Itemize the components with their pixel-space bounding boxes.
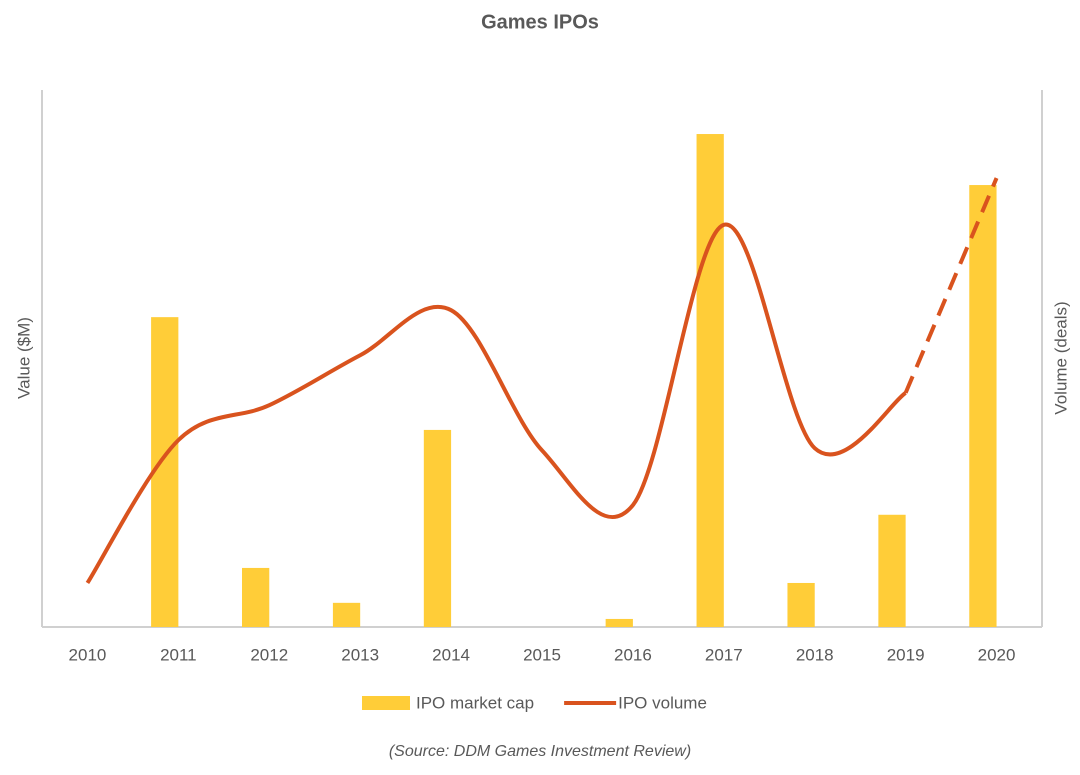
bar xyxy=(605,618,633,627)
y-axis-label: Value ($M) xyxy=(14,317,33,399)
bar xyxy=(423,429,452,627)
x-tick-label: 2017 xyxy=(705,645,743,664)
bar xyxy=(878,514,906,627)
bar xyxy=(969,185,997,627)
x-tick-label: 2018 xyxy=(796,645,834,664)
bar xyxy=(151,317,179,627)
x-tick-label: 2013 xyxy=(341,645,379,664)
line-projection xyxy=(903,177,999,394)
x-tick-label: 2012 xyxy=(250,645,288,664)
x-tick-label: 2016 xyxy=(614,645,652,664)
bar xyxy=(696,134,724,627)
x-tick-label: 2014 xyxy=(432,645,470,664)
chart-title: Games IPOs xyxy=(481,11,599,33)
x-tick-label: 2010 xyxy=(69,645,107,664)
legend-label: IPO market cap xyxy=(416,693,534,712)
source-note: (Source: DDM Games Investment Review) xyxy=(389,743,691,760)
bar xyxy=(787,582,815,627)
bar xyxy=(242,567,270,627)
legend-label: IPO volume xyxy=(618,693,707,712)
y2-axis-label: Volume (deals) xyxy=(1051,301,1070,414)
line xyxy=(85,222,907,585)
x-tick-label: 2020 xyxy=(978,645,1016,664)
bar xyxy=(332,602,361,627)
legend-swatch xyxy=(362,696,410,710)
x-tick-label: 2015 xyxy=(523,645,561,664)
x-tick-label: 2011 xyxy=(160,645,197,664)
x-tick-label: 2019 xyxy=(887,645,925,664)
